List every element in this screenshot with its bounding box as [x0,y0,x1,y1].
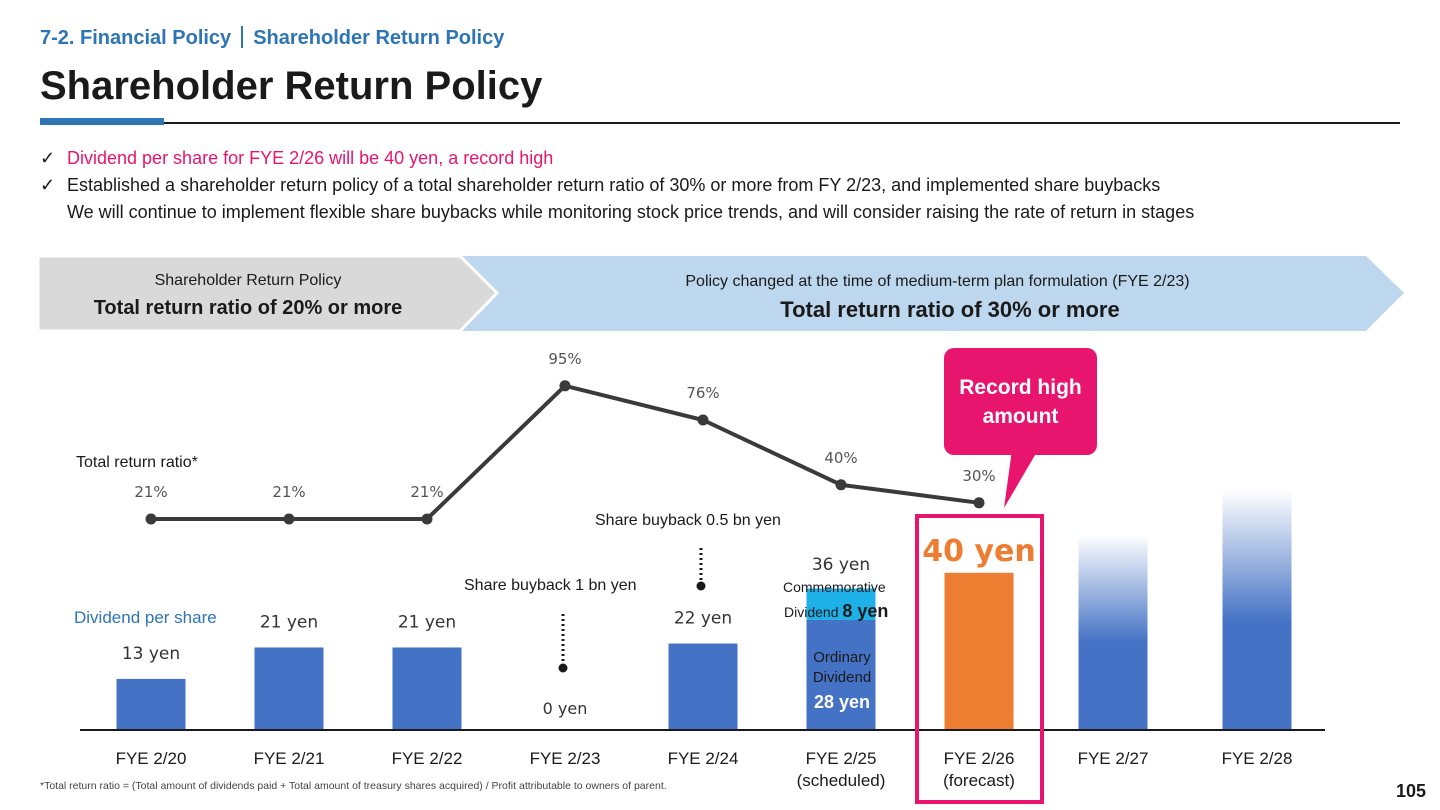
dividend-label-1: 21 yen [260,612,318,632]
ratio-point-1 [283,513,295,525]
x-label-7: FYE 2/27 [1043,748,1183,770]
ratio-point-5 [835,479,847,491]
check-icon: ✓ [40,175,56,195]
subsection-title: Shareholder Return Policy [253,27,505,49]
banner-left-policy: Total return ratio of 20% or more [93,297,403,319]
x-label-year: FYE 2/28 [1221,749,1293,768]
banner-right-caption: Policy changed at the time of medium-ter… [685,273,1190,290]
ratio-point-3 [559,380,571,392]
bar-dividend-2 [392,647,462,730]
total-return-ratio-label: Total return ratio* [76,454,198,471]
dividend-label-3: 0 yen [543,699,588,718]
x-label-1: FYE 2/21 [219,748,359,770]
x-label-year: FYE 2/27 [1077,749,1149,768]
ratio-label-3: 95% [548,350,581,368]
bar-dividend-1 [254,647,324,730]
x-label-note: (forecast) [943,771,1015,790]
banner-right-arrow [462,256,1404,331]
ratio-point-6 [973,497,985,509]
x-label-5: FYE 2/25 (scheduled) [771,748,911,792]
bar-dividend-0 [116,678,186,730]
bar-future-7 [1078,535,1148,730]
buyback-1-label: Share buyback 1 bn yen [464,577,637,594]
ratio-point-2 [421,513,433,525]
commemorative-value: 8 yen [842,601,889,621]
ratio-label-4: 76% [686,384,719,402]
bullet-record-dividend: ✓ Dividend per share for FYE 2/26 will be… [40,148,553,169]
x-label-4: FYE 2/24 [633,748,773,770]
footnote: *Total return ratio = (Total amount of d… [40,780,667,792]
buyback-2-label: Share buyback 0.5 bn yen [595,512,781,529]
check-icon: ✓ [40,148,56,168]
x-label-year: FYE 2/23 [529,749,601,768]
commemorative-label: Commemorative [783,579,886,595]
x-label-year: FYE 2/20 [115,749,187,768]
x-label-0: FYE 2/20 [81,748,221,770]
ratio-point-0 [145,513,157,525]
bar-future-8 [1222,490,1292,730]
x-label-8: FYE 2/28 [1187,748,1327,770]
forecast-highlight-box [915,514,1044,804]
ratio-label-5: 40% [824,449,857,467]
banner-right-policy: Total return ratio of 30% or more [780,297,1120,322]
record-high-callout: Record high amount [944,348,1097,455]
commemorative-dividend-word: Dividend [784,604,839,620]
breadcrumb-divider [241,26,244,48]
dividend-label-5: 36 yen [812,555,870,575]
ordinary-label-1: Ordinary [813,649,871,666]
x-label-year: FYE 2/22 [391,749,463,768]
ratio-label-0: 21% [134,483,167,501]
x-label-6: FYE 2/26 (forecast) [909,748,1049,792]
ratio-point-4 [697,414,709,426]
section-title: 7-2. Financial Policy [40,27,232,49]
bullet-return-policy: ✓ Established a shareholder return policy… [40,175,1160,196]
page-title: Shareholder Return Policy [40,64,543,108]
ordinary-value: 28 yen [813,692,871,712]
x-label-year: FYE 2/24 [667,749,739,768]
buyback-1-dot [558,663,568,673]
x-label-year: FYE 2/26 [943,749,1015,768]
section-breadcrumb: 7-2. Financial Policy Shareholder Return … [40,26,504,50]
bar-dividend-6 [944,572,1014,730]
bar-dividend-4 [668,643,738,730]
ratio-label-1: 21% [272,483,305,501]
x-label-year: FYE 2/25 [805,749,877,768]
dividend-label-4: 22 yen [674,609,732,629]
ratio-label-2: 21% [410,483,443,501]
bar-commemorative-fye-2-25 [806,588,876,620]
dividend-per-share-label: Dividend per share [74,608,217,627]
bar-ordinary-fye-2-25 [806,619,876,730]
bullet-continuation: We will continue to implement flexible s… [67,202,1195,222]
title-underline-accent [40,118,164,125]
dividend-label-0: 13 yen [122,644,180,664]
x-label-note: (scheduled) [796,771,886,790]
ordinary-label-2: Dividend [812,669,872,686]
ratio-label-6: 30% [962,467,995,485]
policy-banner [36,254,1404,333]
dividend-label-2: 21 yen [398,612,456,632]
page-number: 105 [1396,781,1427,801]
buyback-2-dot [696,581,706,591]
x-label-3: FYE 2/23 [495,748,635,770]
dividend-label-6: 40 yen [922,534,1035,569]
bullet-text-2: Established a shareholder return policy … [67,175,1161,195]
title-underline [40,122,1400,124]
bullet-text-1: Dividend per share for FYE 2/26 will be … [67,148,554,168]
callout-pointer [1004,450,1038,508]
x-label-year: FYE 2/21 [253,749,325,768]
commemorative-dividend: Dividend 8 yen [784,601,888,622]
x-label-2: FYE 2/22 [357,748,497,770]
banner-left-caption: Shareholder Return Policy [154,272,342,289]
banner-left-arrow [36,254,500,333]
